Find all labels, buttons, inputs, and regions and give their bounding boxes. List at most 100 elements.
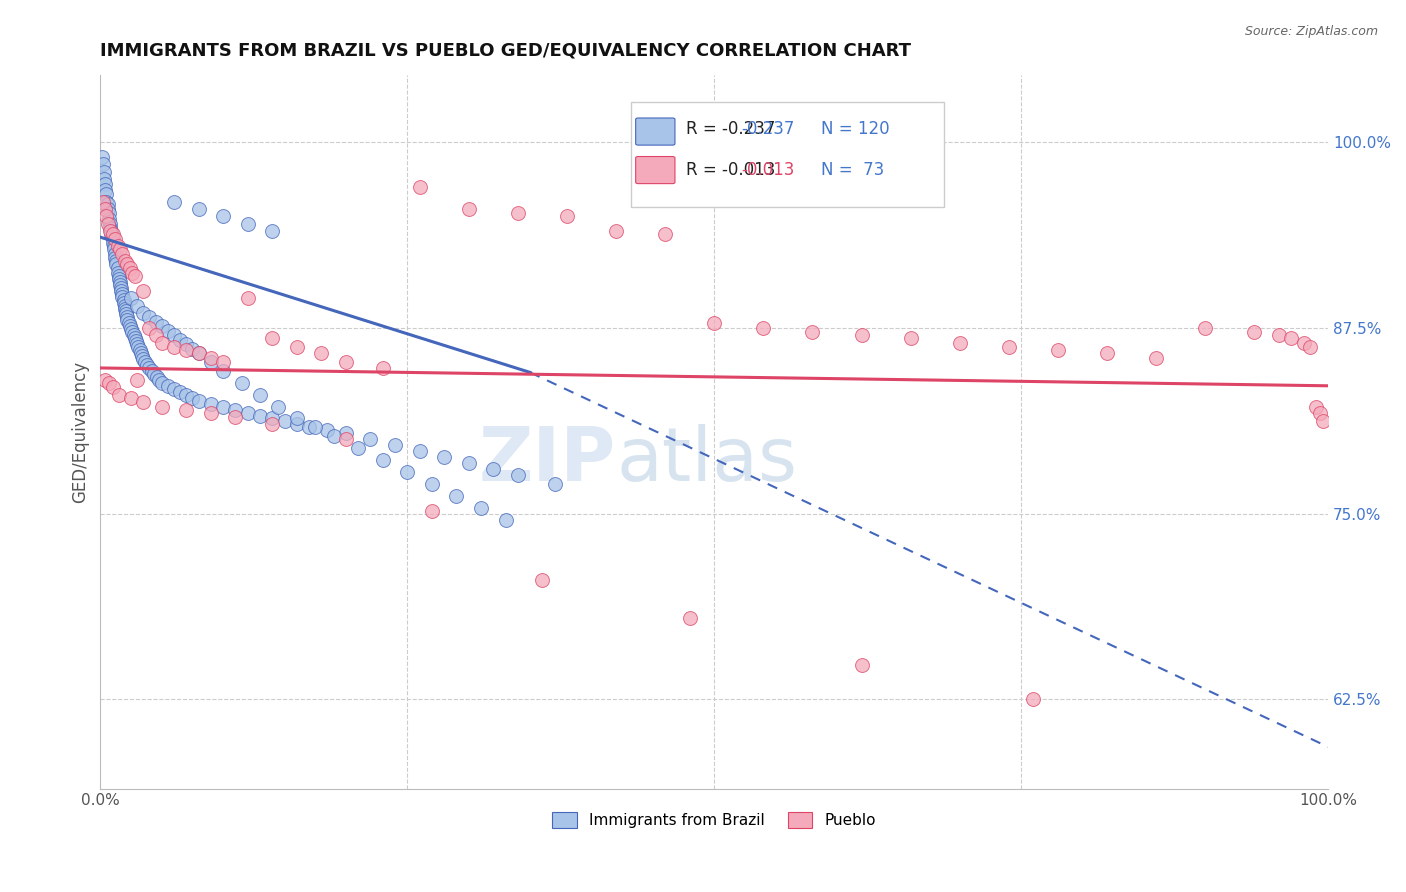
Point [949,335,972,350]
Point [408,179,430,194]
Point [101,227,124,242]
Point [111,290,134,304]
Point [101,236,124,251]
Point [103,242,125,256]
Point [136,358,159,372]
Point [118,319,141,334]
Point [176,388,198,402]
Point [103,239,125,253]
Point [408,444,430,458]
Point [851,328,873,343]
Point [128,343,150,358]
Point [169,333,191,347]
Point [131,349,153,363]
Text: ZIP: ZIP [479,424,616,497]
Point [120,391,142,405]
Point [97,206,120,220]
Point [801,326,824,340]
Point [311,346,333,360]
Point [200,351,222,365]
Point [117,317,139,331]
Point [212,210,235,224]
Legend: Immigrants from Brazil, Pueblo: Immigrants from Brazil, Pueblo [547,806,882,834]
Point [181,391,204,405]
Point [132,395,155,409]
Point [654,227,676,242]
Point [679,610,702,624]
Point [134,355,156,369]
Point [231,376,253,390]
Point [145,315,167,329]
Point [163,194,186,209]
Point [94,373,117,387]
Point [900,331,922,345]
Text: R = -0.013: R = -0.013 [686,161,775,179]
Point [111,246,134,260]
Point [304,420,326,434]
Point [176,343,198,358]
Point [107,261,129,276]
Point [100,224,122,238]
Text: N =  73: N = 73 [821,161,884,179]
Point [1268,328,1291,343]
Point [420,476,443,491]
Point [124,268,146,283]
FancyBboxPatch shape [631,102,943,207]
Point [1279,331,1302,345]
Point [127,373,149,387]
Point [111,286,134,301]
Point [543,476,565,491]
Point [187,393,209,408]
Point [335,432,357,446]
Point [118,261,141,276]
Point [176,402,198,417]
Point [212,364,235,378]
Point [506,206,529,220]
Point [129,346,152,360]
Point [200,405,222,419]
Point [384,438,406,452]
Point [121,266,143,280]
Point [107,239,129,253]
Point [114,254,136,268]
Point [114,301,136,316]
Point [94,183,117,197]
Point [98,217,121,231]
Point [108,275,131,289]
Point [262,411,284,425]
Point [124,331,146,345]
Text: atlas: atlas [616,424,797,497]
Point [146,370,169,384]
Point [110,281,132,295]
Point [108,277,131,292]
Point [200,355,222,369]
Point [187,346,209,360]
Point [1144,351,1167,365]
Point [605,224,627,238]
Point [285,340,308,354]
Point [262,417,284,432]
Point [433,450,456,464]
Text: -0.013: -0.013 [741,161,794,179]
Point [555,210,578,224]
Point [187,202,209,216]
Point [115,308,138,322]
Point [120,322,142,336]
Point [446,489,468,503]
Point [163,328,186,343]
Point [101,380,124,394]
Text: R = -0.237: R = -0.237 [686,120,775,138]
Point [506,467,529,482]
Point [110,284,132,298]
Point [96,210,118,224]
Point [187,346,209,360]
Point [224,402,246,417]
Point [127,299,149,313]
Point [97,217,120,231]
Point [181,342,204,356]
Point [94,202,117,216]
Point [156,324,179,338]
Point [114,299,136,313]
Point [703,317,725,331]
Point [117,310,139,325]
